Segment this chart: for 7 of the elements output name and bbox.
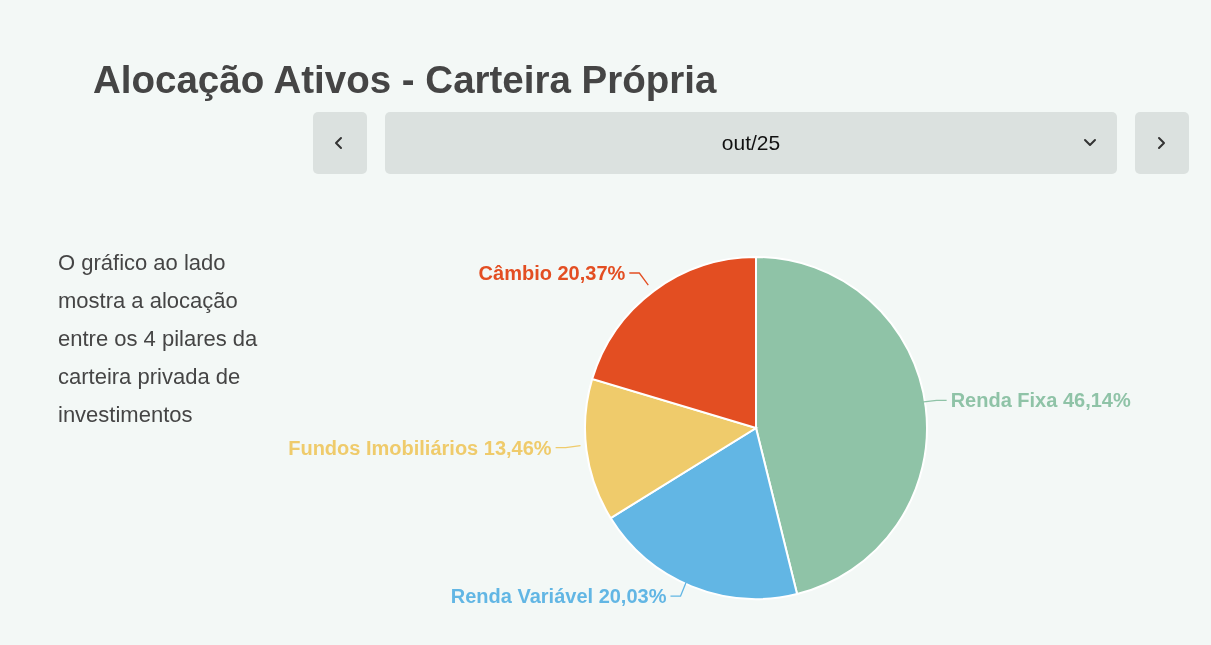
slice-label: Câmbio 20,37% [478,262,626,284]
slice-label: Fundos Imobiliários 13,46% [288,436,552,459]
dropdown-field: out/25 [385,112,1117,174]
chart-title: Alocação Ativos - Carteira Própria [93,57,717,103]
text: O gráfico ao lado mostra a alocação entre os 4 pilares da carteira privada de investimentos [58,249,259,429]
slice-label: Renda Fixa 46,14% [950,389,1131,412]
slice-label: Renda Variável 20,03% [450,585,667,608]
